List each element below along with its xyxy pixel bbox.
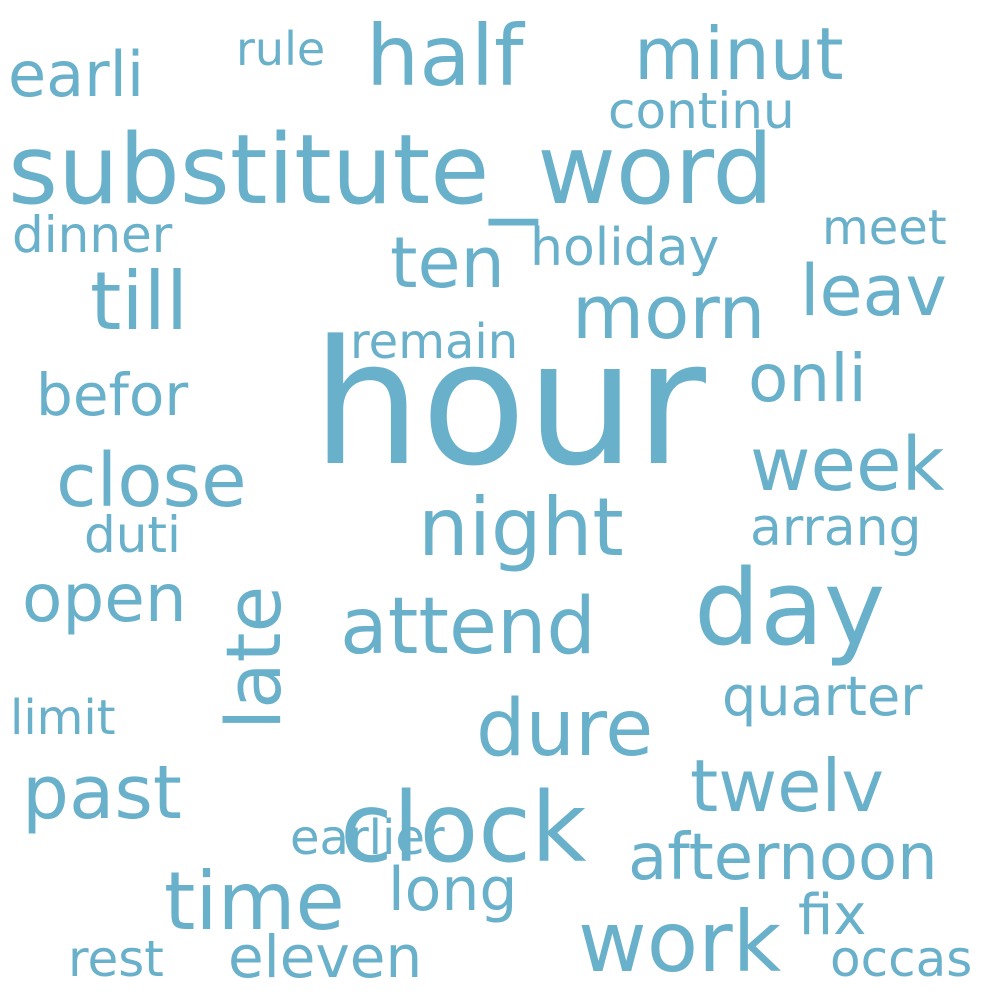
- word-rule: rule: [236, 22, 326, 76]
- word-occas: occas: [830, 930, 973, 988]
- word-leav: leav: [800, 250, 947, 332]
- word-week: week: [750, 422, 945, 508]
- word-eleven: eleven: [228, 923, 423, 991]
- word-afternoon: afternoon: [628, 821, 938, 895]
- word-close: close: [56, 438, 247, 524]
- word-arrang: arrang: [750, 498, 922, 558]
- word-dinner: dinner: [12, 206, 173, 264]
- word-fix: fix: [798, 883, 867, 948]
- word-meet: meet: [822, 200, 947, 256]
- word-dure: dure: [476, 684, 654, 774]
- word-earli: earli: [8, 38, 145, 111]
- word-onli: onli: [748, 340, 867, 417]
- word-earlier: earlier: [290, 810, 445, 866]
- word-open: open: [22, 560, 187, 637]
- word-continu: continu: [608, 82, 795, 140]
- word-rest: rest: [68, 930, 164, 988]
- word-attend: attend: [340, 582, 596, 672]
- word-befor: befor: [36, 361, 189, 429]
- word-time: time: [164, 855, 345, 948]
- word-ten: ten: [390, 222, 505, 304]
- word-morn: morn: [572, 270, 766, 356]
- word-late: late: [209, 585, 298, 730]
- word-till: till: [90, 255, 189, 348]
- word-clock: clock: [340, 772, 587, 884]
- word-holiday: holiday: [530, 218, 720, 278]
- word-limit: limit: [10, 690, 116, 746]
- word-long: long: [388, 855, 518, 925]
- word-quarter: quarter: [722, 665, 923, 728]
- word-half: half: [366, 7, 524, 105]
- word-past: past: [22, 750, 182, 836]
- word-remain: remain: [350, 314, 519, 370]
- word-twelv: twelv: [690, 744, 885, 828]
- word-day: day: [694, 547, 886, 669]
- word-minut: minut: [634, 12, 844, 96]
- word-night: night: [418, 481, 624, 574]
- word-hour: hour: [312, 303, 706, 504]
- word-duti: duti: [84, 506, 181, 564]
- word-work: work: [578, 893, 782, 991]
- word-substitute-word: substitute_word: [8, 114, 774, 226]
